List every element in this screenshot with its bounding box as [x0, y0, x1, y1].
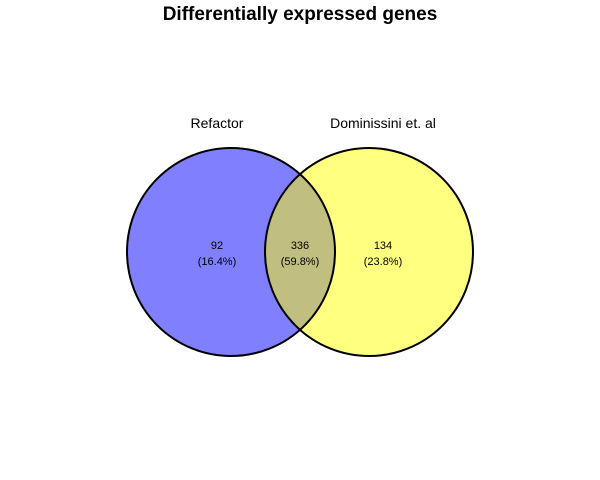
chart-title: Differentially expressed genes — [163, 4, 438, 25]
set-label-dominissini: Dominissini et. al — [330, 115, 436, 131]
right-only-percent: (23.8%) — [364, 256, 403, 268]
set-outline-dominissini — [264, 147, 474, 357]
set-outline-refactor — [126, 147, 336, 357]
set-label-refactor: Refactor — [191, 115, 244, 131]
left-only-percent: (16.4%) — [198, 256, 237, 268]
right-only-count: 134 — [374, 240, 392, 252]
left-only-count: 92 — [211, 240, 223, 252]
overlap-count: 336 — [291, 240, 309, 252]
overlap-percent: (59.8%) — [281, 256, 320, 268]
overlap-region — [265, 148, 335, 356]
